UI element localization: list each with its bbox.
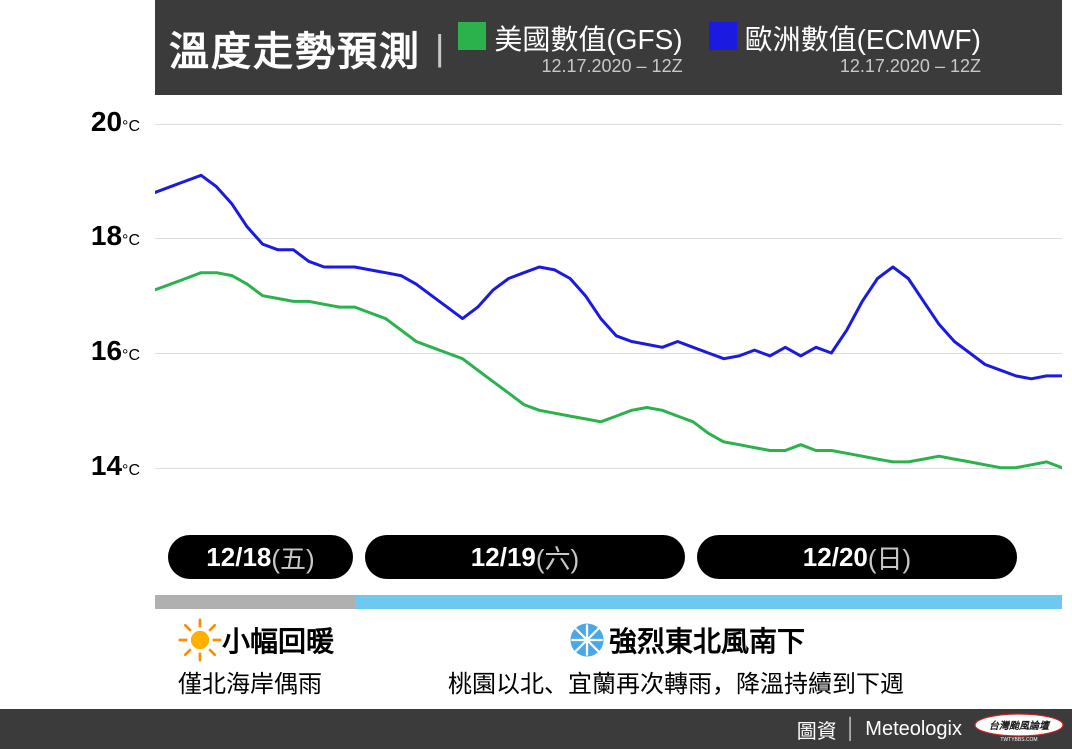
date-pill: 12/19(六) [365,535,685,579]
legend-name-ecmwf: 歐洲數值(ECMWF) [745,18,981,58]
line-gfs [155,273,1062,468]
info-cold-sub: 桃園以北、宜蘭再次轉雨，降溫持續到下週 [448,664,904,699]
date-pill: 12/20(日) [697,535,1017,579]
y-axis-label: 20°C [40,106,140,138]
legend-swatch-gfs [458,22,486,50]
svg-text:台灣颱風論壇: 台灣颱風論壇 [989,720,1051,732]
info-cold-title: 強烈東北風南下 [565,618,805,662]
y-axis-label: 18°C [40,220,140,252]
line-ecmwf [155,175,1062,378]
chart-title: 溫度走勢預測 [169,19,421,77]
legend-date-gfs: 12.17.2020 – 12Z [494,56,682,77]
y-axis-label: 14°C [40,450,140,482]
chart-header: 溫度走勢預測 | 美國數值(GFS) 12.17.2020 – 12Z 歐洲數值… [155,0,1062,95]
legend-name-gfs: 美國數值(GFS) [494,18,682,58]
snow-icon [565,618,609,662]
y-axis-label: 16°C [40,335,140,367]
timebar-segment-cold [355,595,1062,609]
footer-source: Meteologix [865,718,962,741]
legend-ecmwf: 歐洲數值(ECMWF) 12.17.2020 – 12Z [709,18,981,77]
footer-label: 圖資 [797,715,837,744]
footer-divider: │ [845,718,858,741]
source-logo: 台灣颱風論壇 TWTYBBS.COM [974,713,1064,745]
legend-swatch-ecmwf [709,22,737,50]
svg-text:TWTYBBS.COM: TWTYBBS.COM [1000,737,1037,743]
weather-timebar [155,595,1062,609]
sun-icon [178,618,222,662]
legend-gfs: 美國數值(GFS) 12.17.2020 – 12Z [458,18,682,77]
timebar-segment-warm [155,595,355,609]
chart-lines-svg [155,95,1062,525]
header-divider: | [435,27,444,69]
footer-bar: 圖資 │ Meteologix [0,709,1072,749]
date-pill: 12/18(五) [168,535,353,579]
legend-date-ecmwf: 12.17.2020 – 12Z [745,56,981,77]
info-warm-sub: 僅北海岸偶雨 [178,664,322,699]
info-warm-title: 小幅回暖 [178,618,334,662]
